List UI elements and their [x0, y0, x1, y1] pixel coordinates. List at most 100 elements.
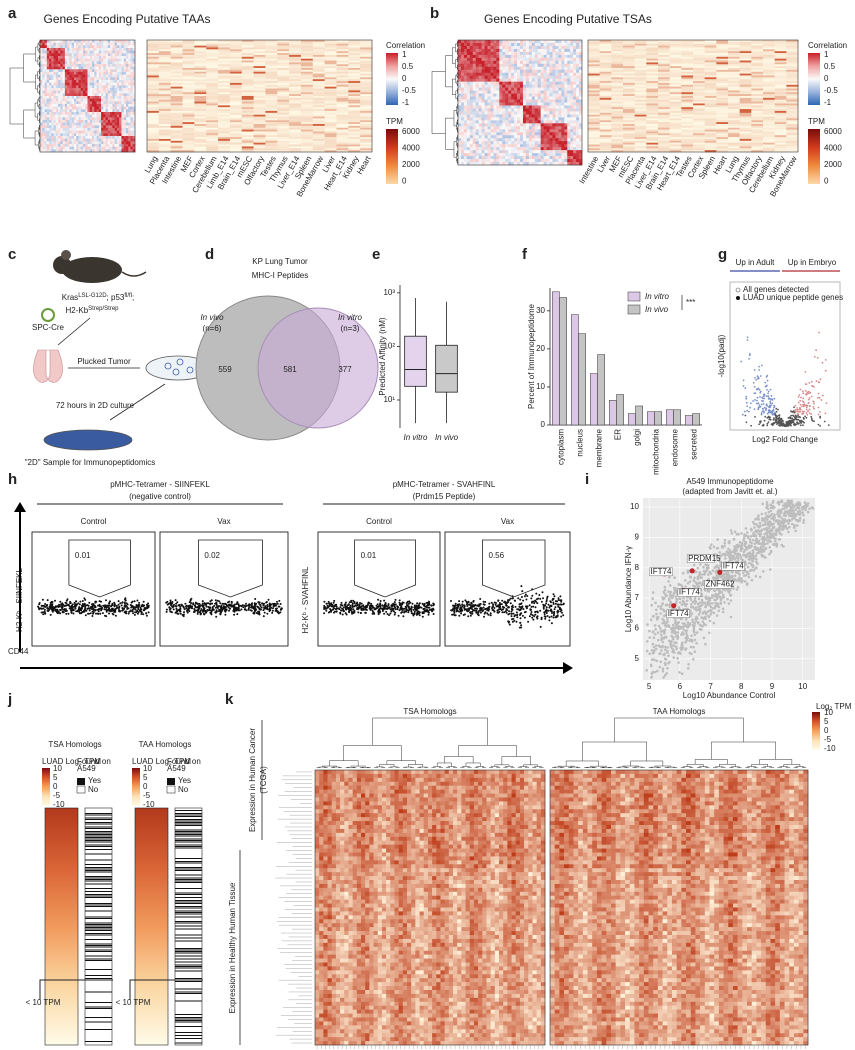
heatmap-cell — [531, 150, 536, 154]
heatmap-cell — [564, 126, 568, 130]
heatmap-cell — [277, 92, 290, 95]
heatmap-cell — [324, 62, 337, 65]
heatmap-cell — [85, 141, 88, 145]
heatmap-cell — [472, 135, 477, 139]
heatmap-cell — [53, 117, 57, 121]
heatmap-cell — [130, 88, 134, 91]
heatmap-cell — [85, 149, 88, 153]
heatmap-cell — [112, 138, 115, 142]
heatmap-cell — [475, 162, 479, 166]
heatmap-cell — [105, 56, 109, 59]
heatmap-cell — [552, 135, 556, 139]
heatmap-cell — [508, 45, 512, 50]
heatmap-cell — [505, 132, 509, 136]
heatmap-cell — [265, 58, 278, 61]
heatmap-cell — [116, 69, 120, 73]
heatmap-cell — [508, 135, 512, 139]
heatmap-cell — [158, 58, 171, 61]
heatmap-cell — [478, 78, 482, 82]
heatmap-cell — [472, 78, 477, 82]
heatmap-cell — [206, 101, 219, 104]
heatmap-cell — [576, 123, 580, 127]
heatmap-cell — [60, 101, 63, 105]
heatmap-cell — [76, 74, 79, 78]
heatmap-cell — [463, 129, 468, 133]
heatmap-cell — [658, 60, 670, 63]
heatmap-cell — [82, 88, 86, 91]
heatmap-cell — [472, 84, 477, 88]
heatmap-cell — [128, 40, 131, 43]
heatmap-cell — [147, 129, 160, 132]
heatmap-cell — [265, 120, 278, 123]
heatmap-cell — [121, 144, 124, 147]
heatmap-cell — [229, 122, 243, 125]
heatmap-cell — [540, 87, 544, 91]
heatmap-cell — [567, 54, 571, 59]
heatmap-cell — [170, 118, 183, 121]
heatmap-cell — [58, 117, 61, 121]
heatmap-cell — [49, 149, 52, 153]
heatmap-cell — [89, 101, 93, 105]
heatmap-cell — [520, 123, 524, 127]
heatmap-cell — [125, 120, 129, 123]
heatmap-cell — [114, 56, 118, 59]
heatmap-cell — [112, 136, 115, 139]
heatmap-cell — [576, 66, 580, 71]
heatmap-cell — [170, 88, 183, 91]
heatmap-cell — [78, 93, 82, 97]
heatmap-cell — [46, 109, 50, 113]
heatmap-cell — [182, 64, 195, 67]
heatmap-cell — [458, 87, 462, 91]
heatmap-cell — [555, 96, 559, 100]
heatmap-cell — [336, 81, 349, 84]
heatmap-cell — [336, 142, 349, 145]
heatmap-cell — [229, 90, 243, 93]
heatmap-cell — [528, 40, 533, 44]
heatmap-cell — [534, 114, 539, 118]
heatmap-cell — [58, 42, 61, 46]
heatmap-cell — [85, 114, 88, 118]
heatmap-cell — [80, 88, 84, 91]
heatmap-cell — [573, 153, 577, 157]
heatmap-cell — [101, 42, 104, 46]
heatmap-cell — [218, 66, 231, 69]
heatmap-cell — [751, 53, 764, 56]
heatmap-cell — [60, 69, 63, 73]
heatmap-cell — [336, 148, 349, 151]
heatmap-cell — [478, 159, 482, 163]
legend-tick: 0 — [402, 177, 407, 186]
heatmap-cell — [555, 123, 559, 127]
heatmap-cell — [534, 63, 539, 68]
heatmap-cell — [147, 131, 160, 134]
heatmap-cell — [576, 51, 580, 56]
heatmap-cell — [514, 150, 518, 154]
heatmap-cell — [312, 88, 325, 91]
heatmap-cell — [531, 138, 536, 142]
heatmap-cell — [229, 68, 243, 71]
heatmap-cell — [67, 109, 70, 113]
heatmap-cell — [552, 93, 556, 97]
heatmap-cell — [481, 99, 485, 103]
heatmap-cell — [253, 148, 266, 151]
heatmap-cell — [194, 103, 207, 106]
heatmap-cell — [469, 81, 474, 85]
heatmap-cell — [336, 62, 349, 65]
heatmap-cell — [241, 66, 254, 69]
heatmap-cell — [669, 62, 682, 65]
heatmap-cell — [549, 144, 553, 148]
heatmap-cell — [576, 135, 580, 139]
heatmap-cell — [517, 108, 521, 112]
heatmap-cell — [576, 162, 580, 166]
heatmap-cell — [517, 138, 521, 142]
heatmap-cell — [561, 40, 565, 44]
heatmap-cell — [469, 114, 474, 118]
heatmap-cell — [253, 129, 266, 132]
heatmap-cell — [786, 60, 799, 63]
heatmap-cell — [312, 79, 325, 82]
heatmap-cell — [336, 92, 349, 95]
heatmap-cell — [96, 74, 100, 78]
heatmap-cell — [170, 146, 183, 149]
heatmap-cell — [107, 74, 111, 78]
heatmap-cell — [579, 102, 583, 106]
